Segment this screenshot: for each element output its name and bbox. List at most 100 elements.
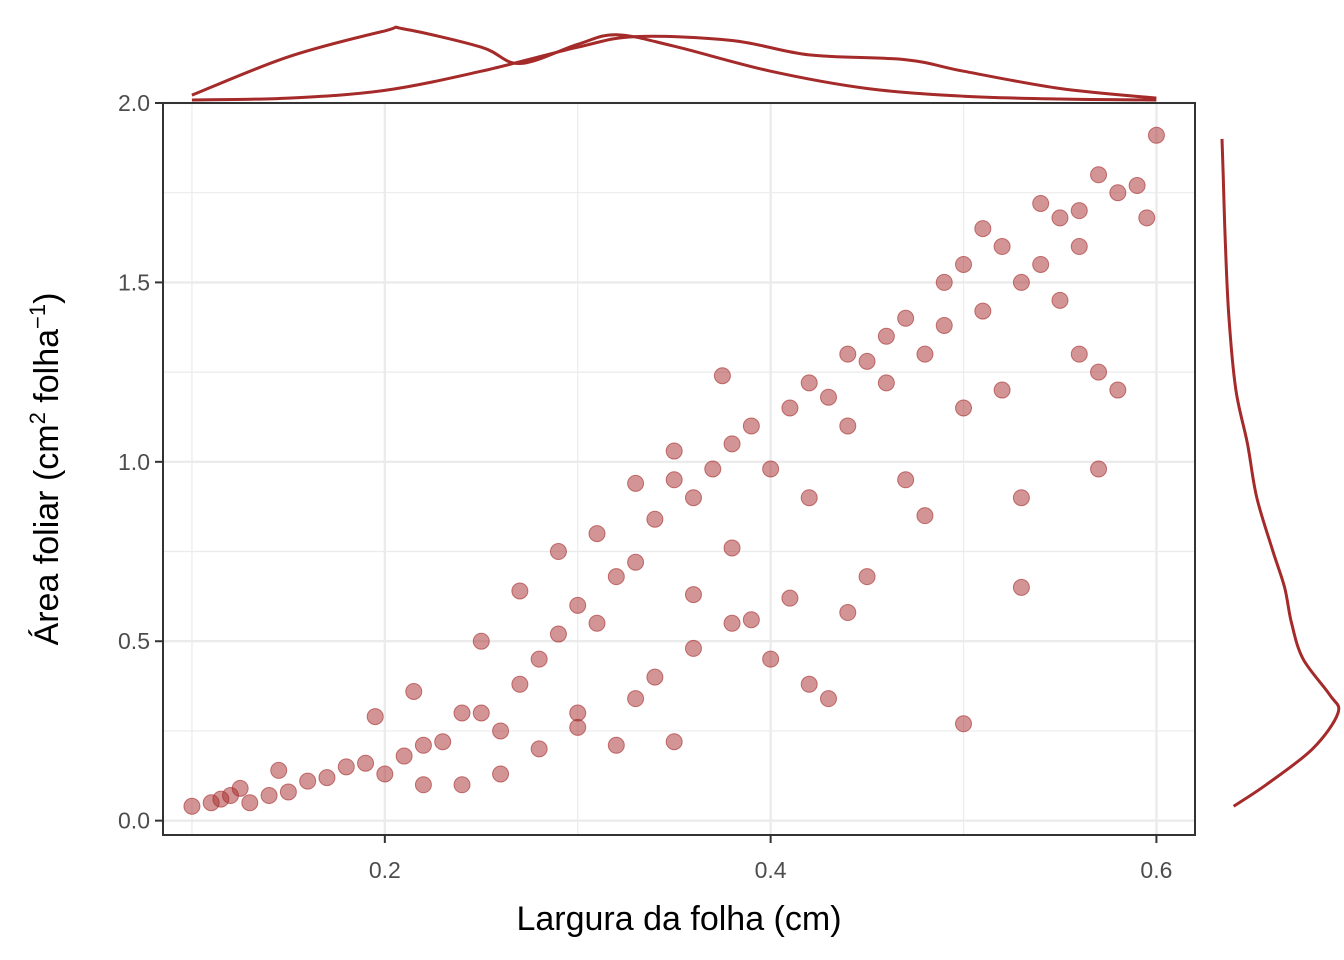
data-point — [627, 474, 645, 492]
data-point — [839, 604, 857, 622]
data-point — [588, 614, 606, 632]
data-point — [1128, 177, 1146, 195]
data-point — [1147, 126, 1165, 144]
data-point — [858, 568, 876, 586]
data-point — [684, 489, 702, 507]
y-axis-title-sup2: −1 — [25, 304, 50, 329]
data-point — [974, 220, 992, 238]
data-point — [742, 611, 760, 629]
data-point — [935, 316, 953, 334]
data-point — [897, 471, 915, 489]
data-point — [299, 772, 317, 790]
data-point — [974, 302, 992, 320]
data-point — [1012, 489, 1030, 507]
data-point — [858, 352, 876, 370]
data-point — [665, 471, 683, 489]
y-tick-label: 1.0 — [118, 449, 150, 475]
right-marginal-density — [1220, 138, 1341, 808]
x-tick-label: 0.6 — [1140, 857, 1172, 883]
x-axis-title: Largura da folha (cm) — [516, 900, 841, 938]
data-point — [1090, 166, 1108, 184]
data-point — [453, 704, 471, 722]
y-tick-label: 2.0 — [118, 90, 150, 116]
data-point — [492, 765, 510, 783]
data-point — [800, 489, 818, 507]
x-density-curve — [191, 34, 1157, 102]
data-point — [762, 460, 780, 478]
data-point — [877, 327, 895, 345]
data-point — [260, 787, 278, 805]
data-point — [1070, 345, 1088, 363]
data-point — [607, 568, 625, 586]
data-point — [646, 668, 664, 686]
data-point — [1109, 381, 1127, 399]
data-point — [684, 586, 702, 604]
data-point — [588, 525, 606, 543]
y-axis-title-sup1: 2 — [25, 412, 50, 424]
x-axis-ticks: 0.2 0.4 0.6 — [369, 835, 1172, 883]
data-point — [1070, 202, 1088, 220]
data-point — [1090, 363, 1108, 381]
data-point — [453, 776, 471, 794]
data-point — [569, 704, 587, 722]
x-tick-label: 0.2 — [369, 857, 401, 883]
data-point — [781, 399, 799, 417]
x-density-curve — [191, 25, 1157, 102]
data-point — [955, 715, 973, 733]
data-point — [1070, 238, 1088, 256]
data-point — [569, 718, 587, 736]
y-tick-label: 0.0 — [118, 808, 150, 834]
data-point — [1109, 184, 1127, 202]
data-point — [897, 309, 915, 327]
data-point — [916, 345, 934, 363]
data-point — [530, 650, 548, 668]
data-point — [762, 650, 780, 668]
data-point — [704, 460, 722, 478]
data-point — [1051, 209, 1069, 227]
data-point — [877, 374, 895, 392]
y-tick-label: 0.5 — [118, 628, 150, 654]
data-point — [492, 722, 510, 740]
minor-grid — [163, 103, 1195, 835]
data-point — [1138, 209, 1156, 227]
panel-background — [163, 103, 1195, 835]
data-point — [723, 539, 741, 557]
data-point — [549, 625, 567, 643]
data-point — [472, 632, 490, 650]
data-point — [684, 639, 702, 657]
data-point — [414, 776, 432, 794]
data-point — [781, 589, 799, 607]
data-point — [231, 779, 249, 797]
data-point — [955, 255, 973, 273]
panel-border — [162, 102, 1196, 836]
data-point — [414, 736, 432, 754]
data-point — [511, 582, 529, 600]
data-point — [1032, 194, 1050, 212]
data-point — [337, 758, 355, 776]
data-point — [366, 708, 384, 726]
data-point — [646, 510, 664, 528]
data-point — [819, 388, 837, 406]
data-point — [511, 675, 529, 693]
top-marginal-density — [191, 25, 1157, 102]
data-point — [955, 399, 973, 417]
y-axis-title-end: ) — [28, 293, 66, 304]
data-point — [665, 733, 683, 751]
data-point — [1051, 291, 1069, 309]
data-point — [357, 754, 375, 772]
data-point — [270, 761, 288, 779]
data-point — [935, 273, 953, 291]
data-point — [1012, 578, 1030, 596]
data-point — [839, 345, 857, 363]
data-point — [1012, 273, 1030, 291]
data-point — [395, 747, 413, 765]
data-point — [376, 765, 394, 783]
data-point — [569, 596, 587, 614]
data-point — [800, 675, 818, 693]
data-point — [434, 733, 452, 751]
y-axis-ticks: 0.0 0.5 1.0 1.5 2.0 — [118, 90, 163, 834]
data-point — [723, 435, 741, 453]
data-point — [627, 553, 645, 571]
y-tick-label: 1.5 — [118, 269, 150, 295]
